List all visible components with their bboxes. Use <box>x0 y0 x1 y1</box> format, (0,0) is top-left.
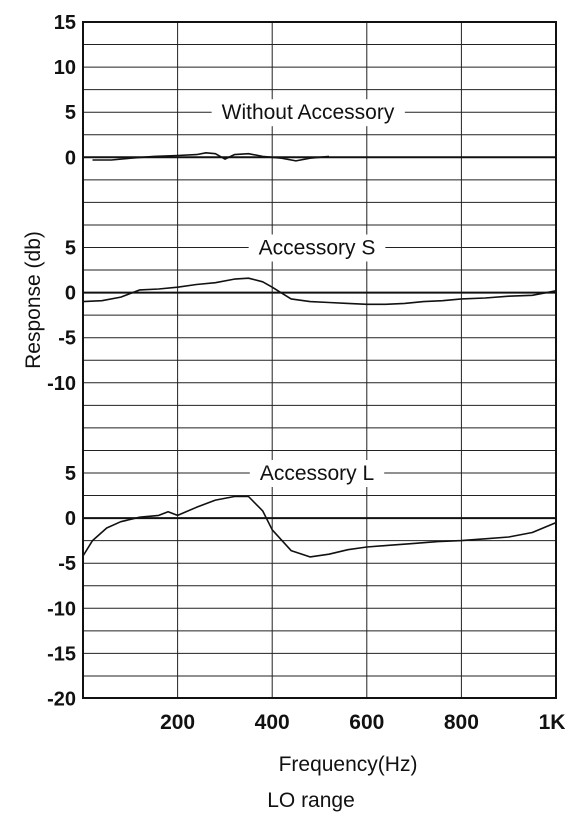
y-tick-label: 5 <box>65 238 76 260</box>
chart-panels: 15 10 5 0 Without Accessory 5 0 -5 -10 Accessory … <box>47 12 557 711</box>
panel-2: 5 0 -5 -10 -15 -20 Accessory L <box>47 460 557 711</box>
y-tick-label: 15 <box>54 12 76 34</box>
panel-label-background <box>248 234 386 262</box>
x-axis-label: Frequency(Hz) <box>279 753 418 776</box>
y-tick-label: 5 <box>65 463 76 485</box>
x-tick-label: 400 <box>255 711 290 734</box>
y-tick-label: 10 <box>54 57 76 79</box>
x-tick-label: 1K <box>539 711 566 734</box>
y-tick-label: -20 <box>47 689 76 711</box>
response-curve <box>82 277 557 306</box>
y-tick-label: 5 <box>65 102 76 124</box>
panel-label: Accessory S <box>259 237 376 260</box>
plot-frame <box>82 21 557 699</box>
panel-label-background <box>249 460 385 487</box>
y-tick-label: 0 <box>65 283 76 305</box>
response-curve <box>82 495 557 558</box>
panel-label: Accessory L <box>260 462 374 485</box>
x-tick-label: 600 <box>349 711 384 734</box>
panel-0: 15 10 5 0 Without Accessory <box>54 12 556 169</box>
y-tick-label: -15 <box>47 643 76 665</box>
y-axis-label: Response (db) <box>22 231 45 369</box>
y-tick-label: -10 <box>47 373 76 395</box>
x-tick-label: 200 <box>160 711 195 734</box>
x-tick-label: 800 <box>444 711 479 734</box>
y-tick-label: 0 <box>65 147 76 169</box>
x-tick-labels: 200 400 600 800 1K <box>160 711 565 734</box>
y-tick-label: -5 <box>58 553 76 575</box>
y-tick-label: -10 <box>47 598 76 620</box>
panel-label: Without Accessory <box>222 101 395 124</box>
response-curve <box>92 152 330 162</box>
panel-1: 5 0 -5 -10 Accessory S <box>47 234 557 395</box>
y-tick-label: -5 <box>58 328 76 350</box>
panel-label-background <box>211 99 405 127</box>
chart-subtitle: LO range <box>267 789 355 812</box>
y-tick-label: 0 <box>65 508 76 530</box>
